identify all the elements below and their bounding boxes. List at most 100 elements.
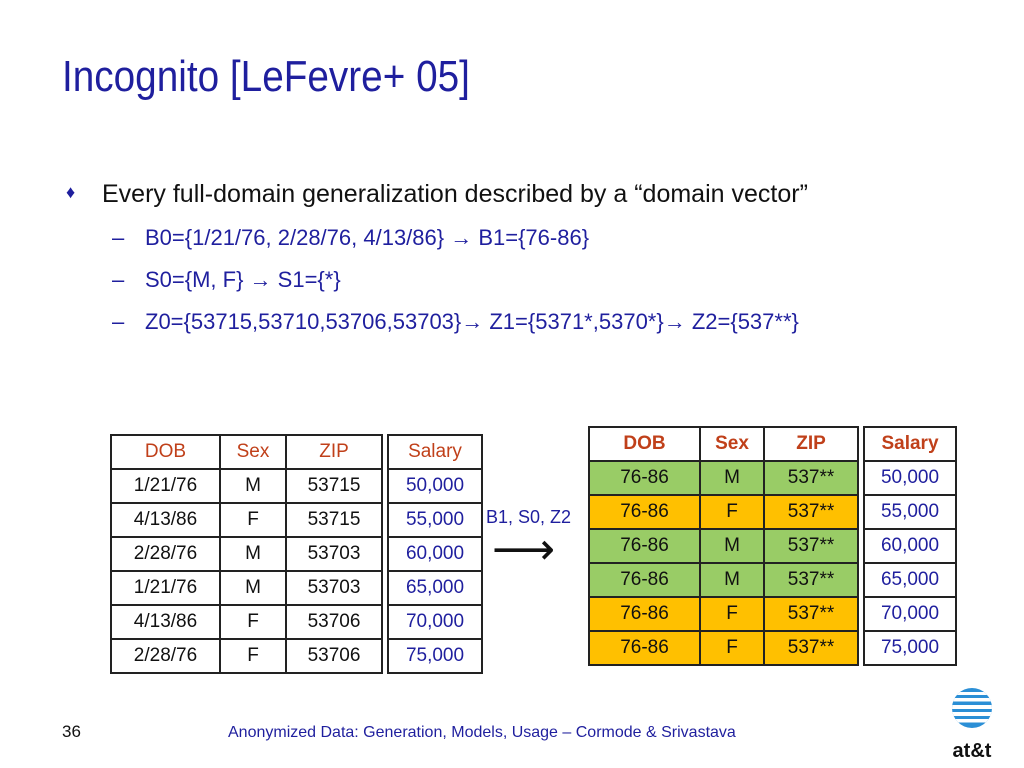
cell-salary: 60,000 [863, 528, 957, 564]
cell-sex: F [699, 596, 765, 632]
column-gap [381, 469, 389, 503]
generalization-vector-label: B1, S0, Z2 [486, 507, 572, 527]
page-number: 36 [62, 722, 81, 741]
logo-text: at&t [953, 740, 992, 762]
column-gap [381, 639, 389, 673]
table-header-row: DOB Sex ZIP Salary [110, 434, 483, 470]
slide-title: Incognito [LeFevre+ 05] [62, 52, 470, 101]
cell-zip: 53715 [285, 468, 383, 504]
sub-bullet-text: S0={M, F} → S1={*} [145, 267, 341, 292]
cell-salary: 50,000 [387, 468, 483, 504]
cell-sex: F [699, 494, 765, 530]
cell-dob: 1/21/76 [110, 468, 221, 504]
column-gap [857, 597, 865, 631]
footer-text: Anonymized Data: Generation, Models, Usa… [228, 724, 736, 741]
header-dob: DOB [588, 426, 701, 462]
column-gap [857, 427, 865, 461]
column-gap [381, 537, 389, 571]
table-row: 4/13/86 F 53706 70,000 [110, 604, 483, 640]
sub-bullet-zip: – Z0={53715,53710,53706,53703}→ Z1={5371… [62, 309, 1012, 335]
cell-zip: 537** [763, 630, 859, 666]
cell-dob: 76-86 [588, 562, 701, 598]
cell-salary: 55,000 [863, 494, 957, 530]
cell-salary: 70,000 [863, 596, 957, 632]
sub-bullet-sex: – S0={M, F} → S1={*} [62, 267, 1012, 293]
cell-dob: 76-86 [588, 630, 701, 666]
cell-salary: 50,000 [863, 460, 957, 496]
column-gap [857, 631, 865, 665]
cell-dob: 1/21/76 [110, 570, 221, 606]
cell-sex: F [219, 604, 287, 640]
column-gap [857, 529, 865, 563]
cell-zip: 537** [763, 562, 859, 598]
diamond-bullet-icon: ♦ [66, 182, 76, 202]
sub-bullet-text: Z0={53715,53710,53706,53703}→ Z1={5371*,… [145, 309, 799, 334]
sub-bullet-text: B0={1/21/76, 2/28/76, 4/13/86} → B1={76-… [145, 225, 590, 250]
cell-sex: F [699, 630, 765, 666]
cell-zip: 53703 [285, 536, 383, 572]
cell-sex: M [219, 570, 287, 606]
cell-zip: 537** [763, 528, 859, 564]
cell-sex: F [219, 638, 287, 674]
cell-zip: 53715 [285, 502, 383, 538]
cell-dob: 76-86 [588, 596, 701, 632]
column-gap [381, 605, 389, 639]
table-row: 76-86 M 537** 65,000 [588, 562, 957, 598]
column-gap [381, 435, 389, 469]
cell-dob: 4/13/86 [110, 502, 221, 538]
generalized-data-table: DOB Sex ZIP Salary 76-86 M 537** 50,000 … [588, 426, 957, 666]
cell-dob: 76-86 [588, 528, 701, 564]
cell-sex: M [219, 536, 287, 572]
cell-dob: 76-86 [588, 460, 701, 496]
cell-salary: 75,000 [387, 638, 483, 674]
cell-zip: 537** [763, 596, 859, 632]
cell-sex: M [699, 562, 765, 598]
cell-dob: 2/28/76 [110, 638, 221, 674]
table-row: 76-86 M 537** 50,000 [588, 460, 957, 496]
cell-dob: 2/28/76 [110, 536, 221, 572]
cell-dob: 4/13/86 [110, 604, 221, 640]
dash-bullet-icon: – [112, 309, 125, 334]
table-row: 76-86 F 537** 75,000 [588, 630, 957, 666]
header-salary: Salary [863, 426, 957, 462]
bullet-item: ♦ Every full-domain generalization descr… [62, 180, 1012, 209]
table-header-row: DOB Sex ZIP Salary [588, 426, 957, 462]
table-row: 76-86 F 537** 70,000 [588, 596, 957, 632]
cell-salary: 60,000 [387, 536, 483, 572]
header-zip: ZIP [763, 426, 859, 462]
right-arrow-icon: ⟶ [492, 525, 556, 574]
column-gap [857, 563, 865, 597]
sub-bullet-birthdate: – B0={1/21/76, 2/28/76, 4/13/86} → B1={7… [62, 225, 1012, 251]
cell-salary: 75,000 [863, 630, 957, 666]
table-row: 76-86 F 537** 55,000 [588, 494, 957, 530]
header-dob: DOB [110, 434, 221, 470]
cell-zip: 537** [763, 494, 859, 530]
cell-zip: 53706 [285, 638, 383, 674]
column-gap [857, 461, 865, 495]
dash-bullet-icon: – [112, 267, 125, 292]
dash-bullet-icon: – [112, 225, 125, 250]
header-sex: Sex [219, 434, 287, 470]
header-sex: Sex [699, 426, 765, 462]
column-gap [381, 571, 389, 605]
cell-salary: 70,000 [387, 604, 483, 640]
att-logo-icon: at&t [952, 688, 992, 762]
cell-dob: 76-86 [588, 494, 701, 530]
table-row: 1/21/76 M 53715 50,000 [110, 468, 483, 504]
column-gap [381, 503, 389, 537]
header-salary: Salary [387, 434, 483, 470]
column-gap [857, 495, 865, 529]
cell-salary: 65,000 [387, 570, 483, 606]
table-row: 76-86 M 537** 60,000 [588, 528, 957, 564]
cell-zip: 53706 [285, 604, 383, 640]
bullet-list: ♦ Every full-domain generalization descr… [62, 180, 1012, 335]
bullet-text: Every full-domain generalization describ… [102, 180, 808, 208]
cell-sex: M [219, 468, 287, 504]
original-data-table: DOB Sex ZIP Salary 1/21/76 M 53715 50,00… [110, 434, 483, 674]
cell-zip: 53703 [285, 570, 383, 606]
cell-salary: 65,000 [863, 562, 957, 598]
table-row: 4/13/86 F 53715 55,000 [110, 502, 483, 538]
cell-sex: M [699, 528, 765, 564]
table-row: 1/21/76 M 53703 65,000 [110, 570, 483, 606]
table-row: 2/28/76 F 53706 75,000 [110, 638, 483, 674]
